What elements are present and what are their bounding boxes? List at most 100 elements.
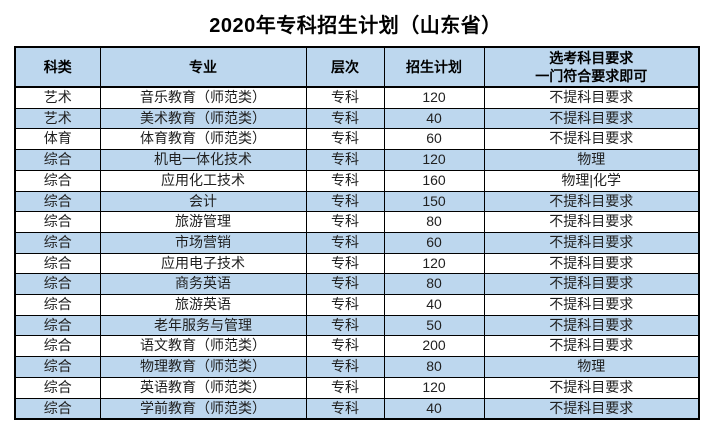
table-row: 艺术 美术教育（师范类） 专科 40 不提科目要求	[14, 107, 700, 130]
table-row: 综合 旅游管理 专科 80 不提科目要求	[14, 211, 700, 233]
table-row: 综合 学前教育（师范类） 专科 40 不提科目要求	[14, 397, 700, 420]
cell-category: 综合	[14, 252, 101, 275]
cell-level: 专科	[305, 397, 385, 420]
cell-major: 旅游英语	[99, 294, 307, 316]
cell-requirement: 不提科目要求	[483, 294, 700, 316]
cell-major: 应用电子技术	[99, 252, 307, 275]
cell-requirement: 不提科目要求	[483, 107, 700, 130]
page-title: 2020年专科招生计划（山东省）	[209, 15, 502, 37]
header-row: 科类 专业 层次 招生计划 选考科目要求 一门符合要求即可	[14, 46, 700, 88]
cell-plan: 120	[383, 376, 485, 399]
table-row: 综合 语文教育（师范类） 专科 200 不提科目要求	[14, 335, 700, 358]
table-row: 综合 会计 专科 150 不提科目要求	[14, 190, 700, 213]
cell-level: 专科	[305, 231, 385, 254]
cell-plan: 60	[383, 231, 485, 254]
cell-requirement: 物理	[483, 149, 700, 171]
cell-major: 美术教育（师范类）	[99, 107, 307, 130]
cell-category: 综合	[14, 335, 101, 358]
cell-level: 专科	[305, 211, 385, 233]
cell-category: 综合	[14, 149, 101, 171]
cell-requirement: 不提科目要求	[483, 335, 700, 358]
cell-major: 旅游管理	[99, 211, 307, 233]
cell-category: 综合	[14, 356, 101, 378]
cell-requirement: 不提科目要求	[483, 376, 700, 399]
cell-category: 艺术	[14, 107, 101, 130]
cell-category: 综合	[14, 273, 101, 296]
table-row: 体育 体育教育（师范类） 专科 60 不提科目要求	[14, 128, 700, 151]
cell-major: 音乐教育（师范类）	[99, 86, 307, 109]
cell-major: 体育教育（师范类）	[99, 128, 307, 151]
column-header-requirement: 选考科目要求 一门符合要求即可	[483, 46, 700, 88]
cell-major: 机电一体化技术	[99, 149, 307, 171]
cell-requirement: 不提科目要求	[483, 231, 700, 254]
cell-requirement: 不提科目要求	[483, 314, 700, 337]
cell-level: 专科	[305, 252, 385, 275]
cell-category: 体育	[14, 128, 101, 151]
cell-plan: 40	[383, 107, 485, 130]
column-header-category: 科类	[14, 46, 101, 88]
cell-category: 综合	[14, 169, 101, 192]
column-header-major: 专业	[99, 46, 307, 88]
cell-requirement: 不提科目要求	[483, 273, 700, 296]
cell-major: 学前教育（师范类）	[99, 397, 307, 420]
cell-plan: 80	[383, 273, 485, 296]
cell-major: 语文教育（师范类）	[99, 335, 307, 358]
table-row: 艺术 音乐教育（师范类） 专科 120 不提科目要求	[14, 86, 700, 109]
cell-plan: 120	[383, 149, 485, 171]
cell-requirement: 不提科目要求	[483, 190, 700, 213]
cell-category: 综合	[14, 294, 101, 316]
table-row: 综合 英语教育（师范类） 专科 120 不提科目要求	[14, 376, 700, 399]
cell-plan: 40	[383, 294, 485, 316]
table-row: 综合 老年服务与管理 专科 50 不提科目要求	[14, 314, 700, 337]
cell-major: 物理教育（师范类）	[99, 356, 307, 378]
cell-category: 综合	[14, 376, 101, 399]
cell-plan: 120	[383, 86, 485, 109]
cell-category: 综合	[14, 231, 101, 254]
cell-plan: 200	[383, 335, 485, 358]
cell-category: 综合	[14, 397, 101, 420]
cell-category: 综合	[14, 314, 101, 337]
cell-level: 专科	[305, 356, 385, 378]
cell-level: 专科	[305, 376, 385, 399]
table-row: 综合 应用化工技术 专科 160 物理|化学	[14, 169, 700, 192]
table-row: 综合 市场营销 专科 60 不提科目要求	[14, 231, 700, 254]
cell-plan: 40	[383, 397, 485, 420]
cell-major: 商务英语	[99, 273, 307, 296]
cell-plan: 120	[383, 252, 485, 275]
table-row: 综合 商务英语 专科 80 不提科目要求	[14, 273, 700, 296]
cell-level: 专科	[305, 294, 385, 316]
table-row: 综合 物理教育（师范类） 专科 80 物理	[14, 356, 700, 378]
cell-requirement: 不提科目要求	[483, 211, 700, 233]
cell-level: 专科	[305, 190, 385, 213]
cell-level: 专科	[305, 128, 385, 151]
cell-level: 专科	[305, 86, 385, 109]
cell-requirement: 不提科目要求	[483, 397, 700, 420]
cell-requirement: 不提科目要求	[483, 86, 700, 109]
table-row: 综合 旅游英语 专科 40 不提科目要求	[14, 294, 700, 316]
cell-plan: 80	[383, 356, 485, 378]
cell-plan: 150	[383, 190, 485, 213]
admission-plan-table: 科类 专业 层次 招生计划 选考科目要求 一门符合要求即可 艺术 音乐教育（师范…	[14, 46, 700, 421]
column-header-plan: 招生计划	[383, 46, 485, 88]
column-header-level: 层次	[305, 46, 385, 88]
cell-major: 会计	[99, 190, 307, 213]
cell-major: 市场营销	[99, 231, 307, 254]
cell-requirement: 物理|化学	[483, 169, 700, 192]
cell-major: 英语教育（师范类）	[99, 376, 307, 399]
cell-level: 专科	[305, 169, 385, 192]
cell-plan: 60	[383, 128, 485, 151]
cell-requirement: 不提科目要求	[483, 252, 700, 275]
cell-major: 老年服务与管理	[99, 314, 307, 337]
cell-level: 专科	[305, 273, 385, 296]
cell-plan: 50	[383, 314, 485, 337]
cell-level: 专科	[305, 149, 385, 171]
cell-category: 艺术	[14, 86, 101, 109]
cell-level: 专科	[305, 107, 385, 130]
cell-plan: 160	[383, 169, 485, 192]
cell-level: 专科	[305, 335, 385, 358]
table-body: 艺术 音乐教育（师范类） 专科 120 不提科目要求 艺术 美术教育（师范类） …	[14, 86, 700, 420]
table-row: 综合 应用电子技术 专科 120 不提科目要求	[14, 252, 700, 275]
cell-major: 应用化工技术	[99, 169, 307, 192]
cell-level: 专科	[305, 314, 385, 337]
table-header: 科类 专业 层次 招生计划 选考科目要求 一门符合要求即可	[14, 46, 700, 88]
